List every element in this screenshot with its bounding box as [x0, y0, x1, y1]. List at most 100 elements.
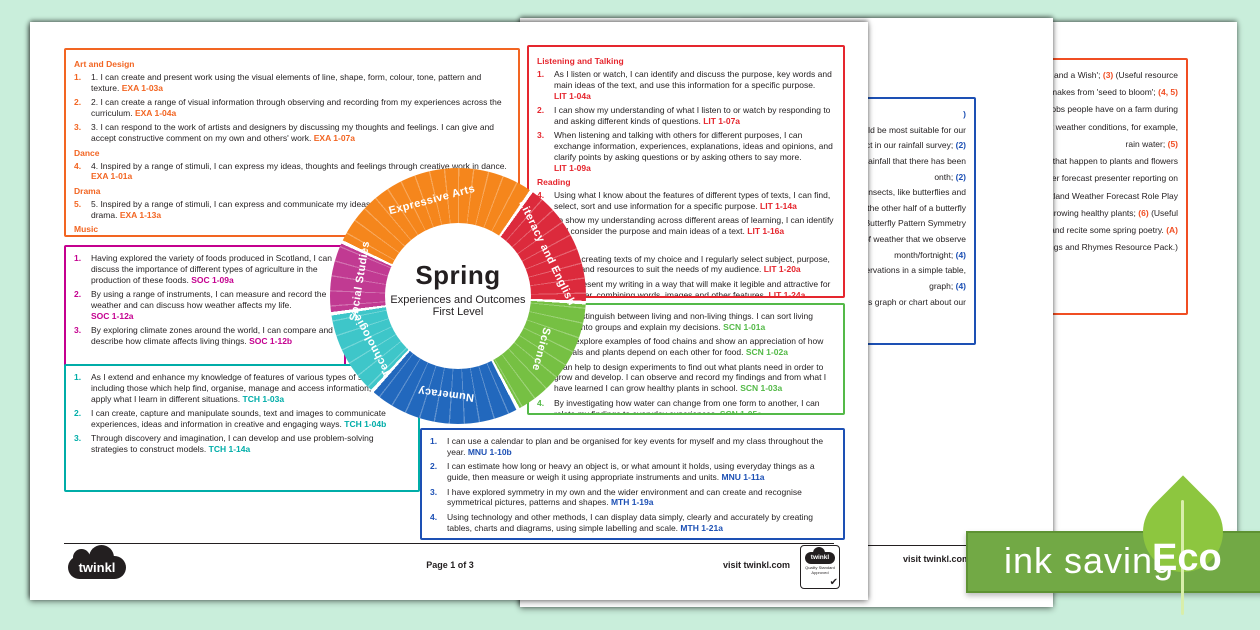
quality-standard-badge: twinkl Quality Standard Approved ✔: [800, 545, 840, 589]
text-fragment: plete the other half of a butterfly: [846, 202, 966, 213]
item-text: I enjoy creating texts of my choice and …: [554, 253, 830, 275]
outcome-item: 2. 2. I can create a range of visual inf…: [74, 97, 510, 119]
item-text: I can create, capture and manipulate sou…: [91, 408, 386, 429]
curriculum-code: TCH 1-14a: [208, 444, 251, 455]
item-text: 3. I can respond to the work of artists …: [91, 122, 495, 144]
curriculum-code: MNU 1-11a: [721, 472, 765, 483]
curriculum-code: SOC 1-09a: [191, 274, 234, 285]
page-level: First Level: [432, 306, 484, 318]
outcome-item: 1. As I listen or watch, I can identify …: [537, 69, 835, 102]
item-text: Using technology and other methods, I ca…: [447, 511, 814, 533]
item-number: 3.: [537, 130, 545, 141]
technologies-box: 1. As I extend and enhance my knowledge …: [64, 364, 420, 492]
curriculum-code: LIT 1-24a: [768, 289, 806, 298]
curriculum-code: LIT 1-14a: [760, 201, 797, 211]
page-1-sheet[interactable]: Art and Design 1. 1. I can create and pr…: [30, 22, 868, 600]
section-heading: Dance: [74, 147, 100, 158]
item-number: 3.: [74, 325, 82, 336]
item-text: I have explored symmetry in my own and t…: [447, 486, 802, 508]
section-heading: Music: [74, 223, 99, 234]
outcome-item: 2. By using a range of instruments, I ca…: [74, 289, 336, 322]
text-fragment: ring insects, like butterflies and: [849, 187, 966, 198]
curriculum-code: LIT 1-16a: [747, 226, 785, 237]
visit-link[interactable]: visit twinkl.com: [722, 560, 790, 570]
visit-link[interactable]: visit twinkl.com: [902, 554, 970, 564]
curriculum-wheel: Expressive Arts Literacy and English Sci…: [330, 168, 586, 424]
item-text: To show my understanding across differen…: [554, 215, 834, 237]
section-heading: Reading: [537, 177, 571, 188]
curriculum-code: LIT 1-07a: [703, 115, 741, 126]
outcome-item: 3. 3. I can respond to the work of artis…: [74, 122, 510, 144]
page-title: Spring: [415, 260, 501, 290]
text-fragment: Songs and Rhymes Resource Pack.): [1038, 242, 1178, 253]
item-text: I can show my understanding of what I li…: [554, 105, 831, 126]
literacy-box: Listening and Talking 1. As I listen or …: [527, 45, 845, 298]
item-text: As I extend and enhance my knowledge of …: [91, 372, 393, 404]
curriculum-code: EXA 1-01a: [91, 171, 133, 182]
item-text: I can use a calendar to plan and be orga…: [447, 436, 824, 457]
item-number: 5.: [74, 198, 82, 209]
item-text: I can estimate how long or heavy an obje…: [447, 461, 815, 483]
text-fragment: Butterfly Pattern Symmetry: [864, 218, 966, 229]
item-text: 2. I can create a range of visual inform…: [91, 97, 502, 118]
curriculum-code: LIT 1-20a: [763, 264, 801, 275]
curriculum-code: LIT 1-09a: [554, 162, 591, 173]
eco-leaf-stem: [1181, 500, 1184, 615]
section-heading: Art and Design: [74, 59, 135, 69]
item-text: I can explore examples of food chains an…: [554, 336, 824, 358]
item-text: I can present my writing in a way that w…: [554, 278, 831, 298]
outcome-item: 1. 1. I can create and present work usin…: [74, 72, 510, 94]
twinkl-badge-logo: twinkl: [805, 547, 835, 564]
outcome-item: 2. I can estimate how long or heavy an o…: [430, 461, 835, 483]
curriculum-code: SCN 1-02a: [745, 347, 788, 358]
outcome-item: 4. 4. Inspired by a range of stimuli, I …: [74, 161, 510, 183]
text-fragment: ferent weather conditions, for example,: [1031, 121, 1178, 132]
expressive-arts-box: Art and Design 1. 1. I can create and pr…: [64, 48, 520, 237]
curriculum-code: MTH 1-19a: [610, 497, 654, 508]
text-fragment: graph; (4): [929, 281, 966, 292]
text-fragment: class graph or chart about our: [853, 296, 966, 307]
item-text: I can distinguish between living and non…: [554, 311, 813, 332]
outcome-item: 4. Using technology and other methods, I…: [430, 512, 835, 534]
item-number: 2.: [74, 289, 82, 300]
item-number: 4.: [537, 397, 545, 408]
section-heading: Listening and Talking: [537, 56, 624, 66]
item-number: 1.: [537, 68, 545, 79]
curriculum-code: EXA 1-03a: [121, 82, 163, 93]
item-number: 3.: [74, 433, 82, 444]
item-number: 1.: [430, 436, 438, 446]
curriculum-code: EXA 1-04a: [134, 108, 177, 118]
text-fragment: ather forecast presenter reporting on: [1040, 173, 1178, 184]
twinkl-logo[interactable]: twinkl: [68, 545, 126, 579]
item-text: Having explored the variety of foods pro…: [91, 253, 332, 285]
outcome-item: 3. Through discovery and imagination, I …: [74, 433, 410, 455]
text-fragment: would be most suitable for our: [852, 124, 966, 135]
item-text: By using a range of instruments, I can m…: [91, 289, 327, 310]
check-icon: ✔: [829, 577, 838, 588]
curriculum-code: MNU 1-10b: [467, 446, 512, 457]
outcome-item: 2. I can create, capture and manipulate …: [74, 408, 410, 430]
curriculum-code: TCH 1-03a: [242, 393, 285, 404]
curriculum-code: EXA 1-07a: [313, 133, 355, 144]
outcome-item: 3. By exploring climate zones around the…: [74, 325, 336, 347]
outcome-item: 5. 5. Inspired by a range of stimuli, I …: [74, 199, 510, 221]
curriculum-code: SCN 1-03a: [740, 383, 783, 394]
item-text: Using what I know about the features of …: [554, 190, 831, 211]
curriculum-code: TCH 1-04b: [344, 419, 387, 429]
item-number: 2.: [74, 408, 82, 419]
curriculum-code: SOC 1-12a: [91, 310, 134, 321]
curriculum-code: SOC 1-12b: [249, 336, 293, 347]
text-fragment: and recite some spring poetry. (A): [1050, 225, 1178, 236]
item-text: Through discovery and imagination, I can…: [91, 433, 374, 455]
numeracy-box: 1. I can use a calendar to plan and be o…: [420, 428, 845, 540]
outcome-item: 1. As I extend and enhance my knowledge …: [74, 372, 410, 405]
outcome-item: 3. When listening and talking with other…: [537, 130, 835, 174]
footer-divider: [64, 543, 834, 544]
item-number: 4.: [74, 160, 82, 171]
page-number: Page 1 of 3: [426, 560, 474, 570]
item-number: 2.: [430, 461, 438, 472]
text-fragment: s that happen to plants and flowers: [1046, 156, 1178, 167]
text-fragment: Scotland Weather Forecast Role Play: [1036, 190, 1178, 201]
item-number: 1.: [74, 71, 82, 82]
